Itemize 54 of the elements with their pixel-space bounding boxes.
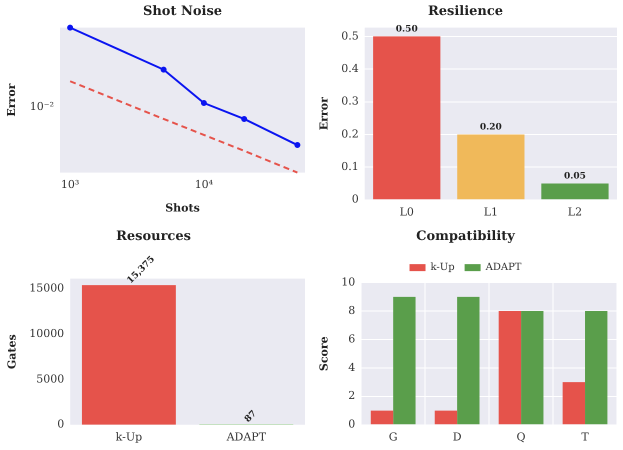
bar xyxy=(373,36,440,200)
x-tick-label: 10⁴ xyxy=(194,178,214,192)
y-tick-label: 0 xyxy=(352,192,359,206)
y-tick-label: 6 xyxy=(348,332,356,346)
bar xyxy=(562,382,586,424)
x-tick-label: L0 xyxy=(400,205,414,218)
x-tick-label: T xyxy=(581,430,590,444)
x-tick-label: L1 xyxy=(484,205,498,218)
bar xyxy=(585,311,608,424)
legend-label: k-Up xyxy=(430,262,455,274)
y-tick-label: 0 xyxy=(348,418,356,431)
chart-title: Resilience xyxy=(428,4,504,20)
data-label: 87 xyxy=(243,408,259,425)
x-tick-label: k-Up xyxy=(116,430,142,444)
bar xyxy=(393,296,416,424)
bar xyxy=(457,296,480,424)
y-tick-label: 4 xyxy=(348,360,356,374)
x-tick-label: D xyxy=(452,430,462,444)
y-tick-label: 0.5 xyxy=(341,29,359,42)
x-axis-title: Shots xyxy=(165,201,200,214)
x-tick-label: 10³ xyxy=(60,178,80,192)
x-tick-label: G xyxy=(388,430,398,444)
data-label: 0.50 xyxy=(396,24,418,34)
y-tick-label: 0.2 xyxy=(341,127,359,140)
y-tick-label: 0.1 xyxy=(341,160,359,173)
y-tick-label: 2 xyxy=(348,389,356,402)
y-tick-label: 8 xyxy=(348,304,356,317)
bar xyxy=(541,183,609,200)
bar xyxy=(521,311,544,424)
bar xyxy=(370,410,394,424)
y-axis-title: Score xyxy=(317,336,330,372)
y-tick-label: 10000 xyxy=(29,326,64,340)
y-tick-label: 0.4 xyxy=(341,62,359,75)
y-axis-title: Error xyxy=(317,96,330,130)
y-axis-title: Error xyxy=(4,83,18,117)
text: 10⁻² xyxy=(30,100,54,114)
chart-title: Compatibility xyxy=(416,229,516,244)
x-tick-label: L2 xyxy=(568,205,582,218)
data-label: 0.20 xyxy=(480,122,502,132)
y-tick-label: 0.3 xyxy=(341,94,359,108)
x-tick-label: ADAPT xyxy=(226,430,267,444)
chart-title: Resources xyxy=(116,229,191,244)
y-tick-label: 15000 xyxy=(29,281,64,294)
data-label: 0.05 xyxy=(564,171,586,182)
y-tick-label: 5000 xyxy=(36,372,64,386)
y-tick-label: 0 xyxy=(57,418,64,431)
bar xyxy=(457,134,524,200)
bar xyxy=(498,311,522,424)
bar xyxy=(434,410,458,424)
x-tick-label: Q xyxy=(516,430,526,444)
legend-label: ADAPT xyxy=(484,262,522,274)
y-axis-title: Gates xyxy=(5,334,18,370)
chart-title: Shot Noise xyxy=(142,4,222,20)
y-tick-label: 10 xyxy=(341,275,356,288)
